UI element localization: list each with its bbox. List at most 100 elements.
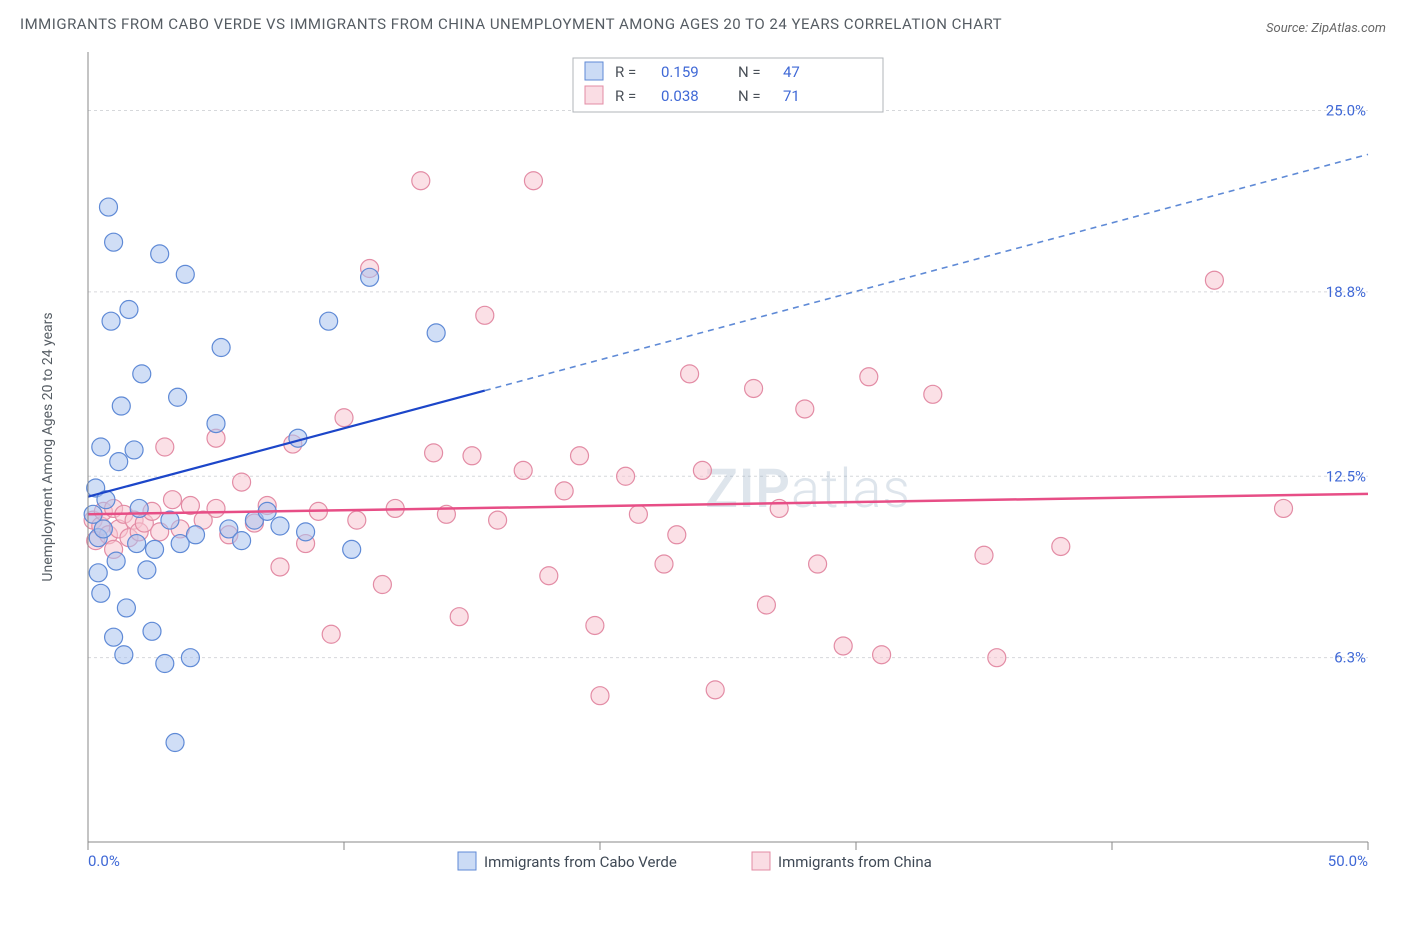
y-tick-label: 18.8% xyxy=(1326,283,1366,301)
chart-title: IMMIGRANTS FROM CABO VERDE VS IMMIGRANTS… xyxy=(20,12,1002,36)
legend-swatch xyxy=(585,86,603,104)
legend-swatch xyxy=(458,852,476,870)
scatter-point xyxy=(207,415,225,433)
scatter-point xyxy=(757,596,775,614)
scatter-point xyxy=(591,687,609,705)
trend-line-cabo-verde-extrapolated xyxy=(485,154,1368,390)
scatter-point xyxy=(233,532,251,550)
scatter-point xyxy=(514,461,532,479)
scatter-point xyxy=(89,564,107,582)
scatter-point xyxy=(860,368,878,386)
scatter-point xyxy=(110,453,128,471)
watermark: ZIPatlas xyxy=(705,458,911,521)
scatter-point xyxy=(125,441,143,459)
scatter-point xyxy=(176,265,194,283)
y-tick-label: 12.5% xyxy=(1326,467,1366,485)
legend-r-value: 0.159 xyxy=(661,63,699,81)
scatter-point xyxy=(668,526,686,544)
legend-n-value: 47 xyxy=(783,63,800,81)
scatter-point xyxy=(450,608,468,626)
scatter-point xyxy=(156,438,174,456)
scatter-point xyxy=(412,172,430,190)
legend-r-label: R = xyxy=(615,87,636,105)
scatter-point xyxy=(107,552,125,570)
scatter-point xyxy=(629,505,647,523)
scatter-point xyxy=(169,388,187,406)
scatter-point xyxy=(115,646,133,664)
scatter-point xyxy=(681,365,699,383)
scatter-point xyxy=(271,558,289,576)
scatter-point xyxy=(834,637,852,655)
scatter-point xyxy=(207,499,225,517)
scatter-point xyxy=(745,379,763,397)
legend-r-value: 0.038 xyxy=(661,87,699,105)
scatter-point xyxy=(212,339,230,357)
scatter-point xyxy=(133,365,151,383)
scatter-point xyxy=(555,482,573,500)
scatter-point xyxy=(706,681,724,699)
scatter-point xyxy=(138,561,156,579)
scatter-point xyxy=(163,491,181,509)
scatter-point xyxy=(373,576,391,594)
scatter-point xyxy=(233,473,251,491)
scatter-point xyxy=(361,268,379,286)
legend-swatch xyxy=(752,852,770,870)
scatter-point xyxy=(476,306,494,324)
scatter-point xyxy=(187,526,205,544)
scatter-point xyxy=(343,540,361,558)
scatter-point xyxy=(128,535,146,553)
scatter-point xyxy=(617,467,635,485)
scatter-point xyxy=(112,397,130,415)
scatter-point xyxy=(94,520,112,538)
scatter-point xyxy=(117,599,135,617)
scatter-point xyxy=(322,625,340,643)
scatter-chart: 6.3%12.5%18.8%25.0%ZIPatlas0.0%50.0%Unem… xyxy=(20,42,1386,882)
scatter-point xyxy=(489,511,507,529)
scatter-point xyxy=(102,312,120,330)
scatter-point xyxy=(151,245,169,263)
scatter-point xyxy=(92,584,110,602)
scatter-point xyxy=(873,646,891,664)
legend-series-label: Immigrants from Cabo Verde xyxy=(484,853,677,871)
scatter-point xyxy=(348,511,366,529)
scatter-point xyxy=(156,655,174,673)
scatter-point xyxy=(120,300,138,318)
legend-swatch xyxy=(585,62,603,80)
legend-n-label: N = xyxy=(738,63,761,81)
scatter-point xyxy=(92,438,110,456)
scatter-point xyxy=(297,523,315,541)
scatter-point xyxy=(146,540,164,558)
x-tick-label: 50.0% xyxy=(1328,852,1368,870)
scatter-point xyxy=(809,555,827,573)
scatter-point xyxy=(105,628,123,646)
scatter-point xyxy=(143,622,161,640)
legend-n-label: N = xyxy=(738,87,761,105)
trend-line-cabo-verde xyxy=(88,391,485,497)
scatter-point xyxy=(571,447,589,465)
scatter-point xyxy=(988,649,1006,667)
source-credit: Source: ZipAtlas.com xyxy=(1266,21,1386,36)
y-axis-title: Unemployment Among Ages 20 to 24 years xyxy=(40,312,56,581)
scatter-point xyxy=(1275,499,1293,517)
y-tick-label: 6.3% xyxy=(1334,649,1366,667)
scatter-point xyxy=(320,312,338,330)
scatter-point xyxy=(425,444,443,462)
scatter-point xyxy=(655,555,673,573)
scatter-point xyxy=(105,233,123,251)
legend-series-label: Immigrants from China xyxy=(778,853,932,871)
legend-n-value: 71 xyxy=(783,87,800,105)
scatter-point xyxy=(924,385,942,403)
scatter-point xyxy=(427,324,445,342)
scatter-point xyxy=(796,400,814,418)
scatter-point xyxy=(693,461,711,479)
scatter-point xyxy=(1205,271,1223,289)
scatter-point xyxy=(181,649,199,667)
scatter-point xyxy=(463,447,481,465)
scatter-point xyxy=(524,172,542,190)
scatter-point xyxy=(975,546,993,564)
scatter-point xyxy=(166,734,184,752)
y-tick-label: 25.0% xyxy=(1326,102,1366,120)
scatter-point xyxy=(540,567,558,585)
scatter-point xyxy=(1052,537,1070,555)
scatter-point xyxy=(586,616,604,634)
